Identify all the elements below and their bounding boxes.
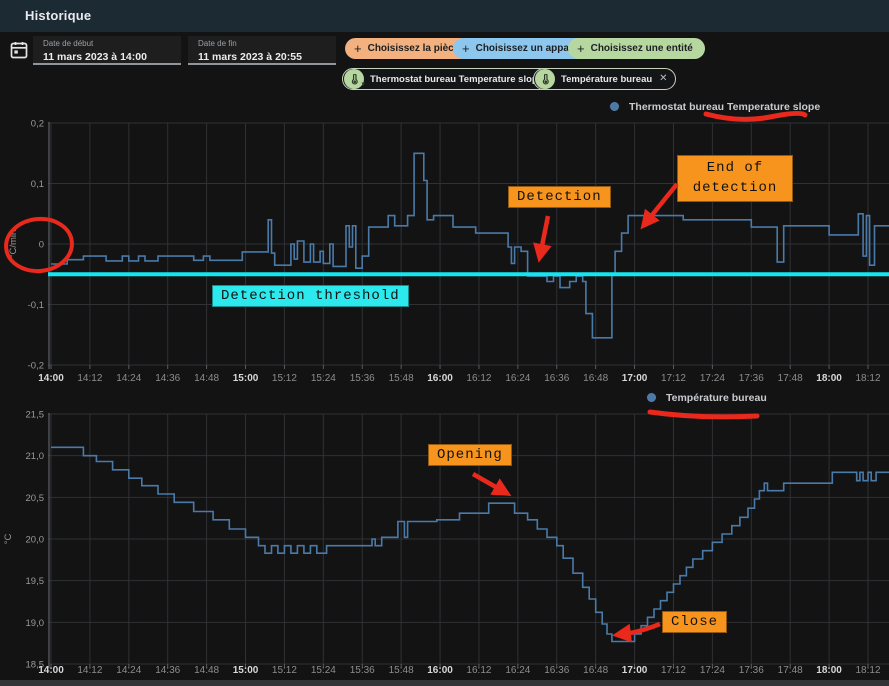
svg-text:15:24: 15:24 [311,665,336,676]
choose-area-chip[interactable]: + Choisissez la pièce [345,38,472,59]
legend-slope[interactable]: Thermostat bureau Temperature slope [608,100,820,113]
svg-text:15:12: 15:12 [272,665,297,676]
svg-text:17:12: 17:12 [661,665,686,676]
svg-text:14:24: 14:24 [116,373,141,384]
svg-text:16:36: 16:36 [544,665,569,676]
date-end-field[interactable]: Date de fin 11 mars 2023 à 20:55 [188,36,336,65]
svg-text:15:36: 15:36 [350,373,375,384]
chevron-down-icon: ▾ [361,81,365,88]
svg-text:16:36: 16:36 [544,373,569,384]
svg-text:15:12: 15:12 [272,373,297,384]
app-header: Historique [0,0,889,32]
svg-text:-0,1: -0,1 [28,300,44,311]
thermometer-icon: ▾ [344,69,365,89]
svg-text:16:00: 16:00 [427,665,453,676]
svg-text:16:24: 16:24 [505,665,530,676]
svg-text:14:36: 14:36 [155,373,180,384]
svg-text:16:12: 16:12 [466,665,491,676]
svg-text:15:00: 15:00 [233,373,259,384]
svg-text:14:12: 14:12 [77,373,102,384]
svg-text:17:24: 17:24 [700,373,725,384]
svg-text:15:36: 15:36 [350,665,375,676]
legend-label: Thermostat bureau Temperature slope [629,100,821,113]
date-start-value: 11 mars 2023 à 14:00 [43,51,147,63]
entity-chip-slope[interactable]: ▾ Thermostat bureau Temperature slope ✕ [342,68,567,90]
end-of-detection-annotation: End of detection [677,155,793,202]
svg-text:17:48: 17:48 [778,373,803,384]
svg-text:16:48: 16:48 [583,373,608,384]
svg-text:18:00: 18:00 [816,373,842,384]
close-annotation: Close [662,611,728,633]
date-start-label: Date de début [43,39,94,48]
entity-chip-temperature[interactable]: Température bureau ✕ [533,68,676,90]
next-card-edge [0,680,889,686]
svg-text:17:00: 17:00 [622,373,648,384]
svg-text:0,1: 0,1 [31,179,44,190]
svg-text:°C: °C [3,534,14,545]
svg-text:18:00: 18:00 [816,665,842,676]
svg-text:14:24: 14:24 [116,665,141,676]
legend-dot [645,391,658,404]
svg-text:0: 0 [39,240,44,251]
svg-text:20,5: 20,5 [26,493,45,504]
thermometer-icon [535,69,555,89]
svg-text:15:00: 15:00 [233,665,259,676]
svg-text:21,0: 21,0 [26,451,45,462]
svg-text:14:00: 14:00 [38,665,64,676]
svg-text:-0,2: -0,2 [28,361,44,372]
plus-icon: + [577,41,585,56]
svg-text:18:12: 18:12 [855,373,880,384]
svg-text:0,2: 0,2 [31,119,44,130]
plus-icon: + [462,41,470,56]
choose-device-label: Choisissez un appareil [475,43,584,54]
plus-icon: + [354,41,362,56]
opening-annotation: Opening [428,444,512,466]
detection-threshold-annotation: Detection threshold [212,285,409,307]
date-end-label: Date de fin [198,39,237,48]
legend-temperature[interactable]: Température bureau [645,391,767,404]
svg-text:17:36: 17:36 [739,373,764,384]
choose-entity-chip[interactable]: + Choisissez une entité [568,38,705,59]
svg-text:17:00: 17:00 [622,665,648,676]
svg-text:17:12: 17:12 [661,373,686,384]
svg-text:20,0: 20,0 [26,535,45,546]
entity-chip-label: Température bureau [561,73,653,85]
svg-text:°C/min: °C/min [8,230,19,259]
svg-text:16:00: 16:00 [427,373,453,384]
svg-text:19,0: 19,0 [26,618,45,629]
date-end-value: 11 mars 2023 à 20:55 [198,51,302,63]
svg-text:14:48: 14:48 [194,665,219,676]
svg-text:17:48: 17:48 [778,665,803,676]
svg-text:15:48: 15:48 [389,373,414,384]
svg-text:16:24: 16:24 [505,373,530,384]
svg-text:14:36: 14:36 [155,665,180,676]
svg-text:14:12: 14:12 [77,665,102,676]
detection-annotation: Detection [508,186,611,208]
legend-dot [608,100,621,113]
choose-entity-label: Choisissez une entité [590,43,693,54]
legend-label: Température bureau [666,391,767,404]
choose-area-label: Choisissez la pièce [367,43,460,54]
svg-text:15:48: 15:48 [389,665,414,676]
entity-chip-label: Thermostat bureau Temperature slope [370,73,543,85]
legend-slope-underline [703,110,808,122]
close-icon[interactable]: ✕ [659,73,668,84]
svg-text:17:36: 17:36 [739,665,764,676]
svg-text:14:48: 14:48 [194,373,219,384]
svg-text:16:12: 16:12 [466,373,491,384]
svg-text:17:24: 17:24 [700,665,725,676]
svg-text:18:12: 18:12 [855,665,880,676]
page-title: Historique [25,8,92,23]
calendar-icon[interactable] [10,41,28,59]
svg-text:14:00: 14:00 [38,373,64,384]
choose-device-chip[interactable]: + Choisissez un appareil [453,38,596,59]
date-start-field[interactable]: Date de début 11 mars 2023 à 14:00 [33,36,181,65]
svg-text:19,5: 19,5 [26,576,45,587]
svg-text:15:24: 15:24 [311,373,336,384]
svg-text:18,5: 18,5 [26,660,45,671]
svg-text:16:48: 16:48 [583,665,608,676]
svg-text:21,5: 21,5 [26,410,45,421]
